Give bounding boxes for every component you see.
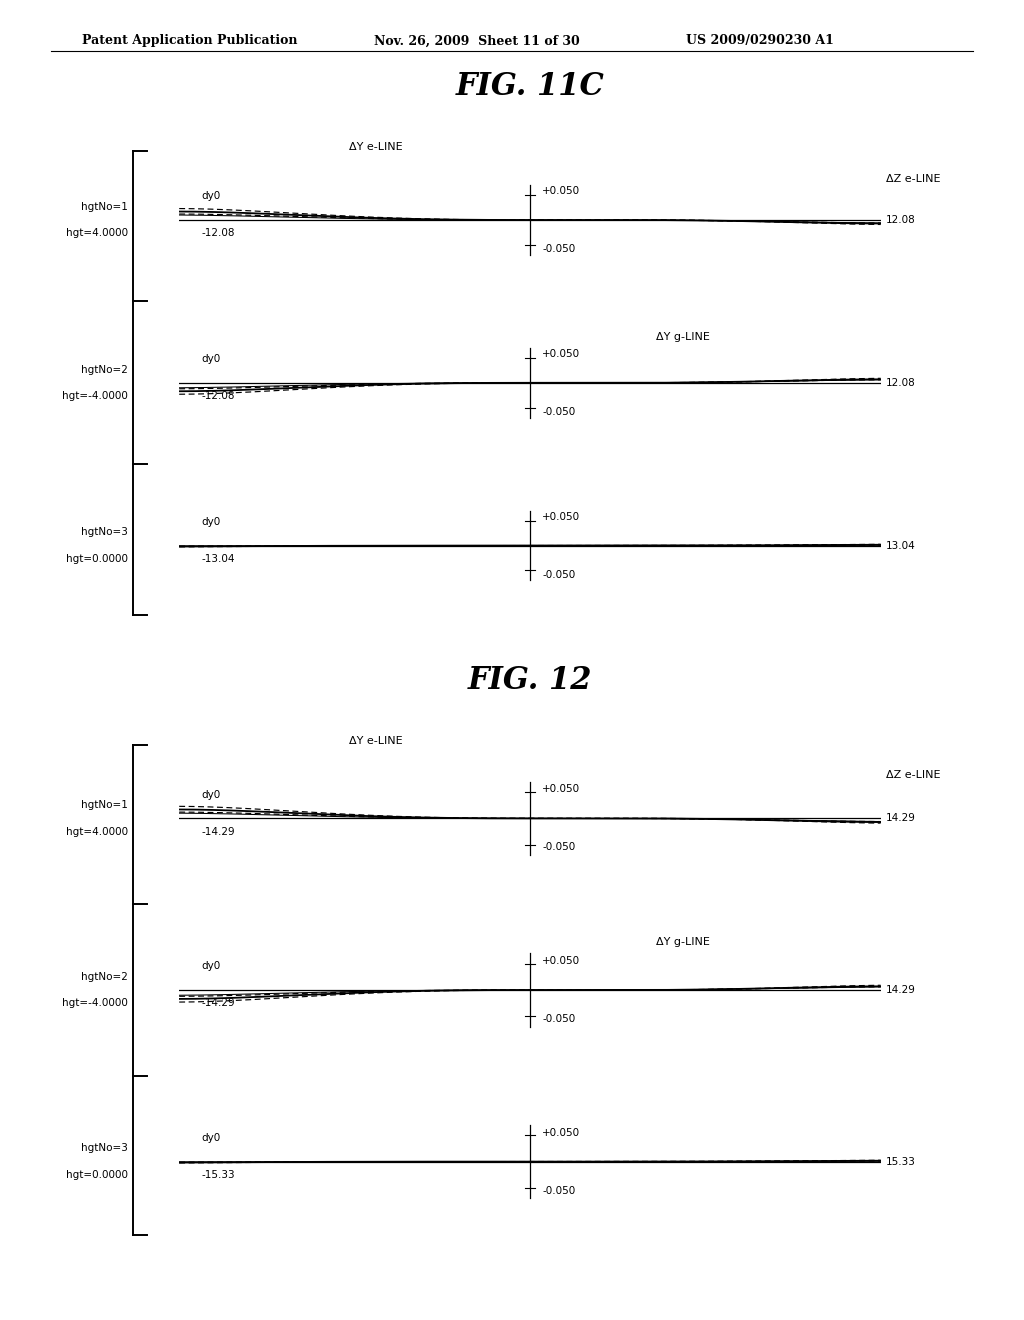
Text: hgt=-4.0000: hgt=-4.0000 bbox=[62, 998, 128, 1008]
Text: hgt=-4.0000: hgt=-4.0000 bbox=[62, 391, 128, 401]
Text: 13.04: 13.04 bbox=[886, 541, 915, 550]
Text: ΔY e-LINE: ΔY e-LINE bbox=[349, 737, 402, 746]
Text: 14.29: 14.29 bbox=[886, 813, 915, 824]
Text: -14.29: -14.29 bbox=[202, 998, 236, 1008]
Text: 15.33: 15.33 bbox=[886, 1156, 915, 1167]
Text: hgt=0.0000: hgt=0.0000 bbox=[66, 554, 128, 564]
Text: ΔY e-LINE: ΔY e-LINE bbox=[349, 141, 402, 152]
Text: 12.08: 12.08 bbox=[886, 378, 915, 388]
Text: +0.050: +0.050 bbox=[543, 186, 581, 195]
Text: +0.050: +0.050 bbox=[543, 784, 581, 795]
Text: -13.04: -13.04 bbox=[202, 554, 236, 564]
Text: -12.08: -12.08 bbox=[202, 228, 236, 238]
Text: FIG. 12: FIG. 12 bbox=[468, 665, 592, 696]
Text: ΔY g-LINE: ΔY g-LINE bbox=[656, 937, 710, 946]
Text: -0.050: -0.050 bbox=[543, 244, 575, 253]
Text: Nov. 26, 2009  Sheet 11 of 30: Nov. 26, 2009 Sheet 11 of 30 bbox=[374, 34, 580, 48]
Text: 12.08: 12.08 bbox=[886, 215, 915, 224]
Text: 14.29: 14.29 bbox=[886, 985, 915, 995]
Text: dy0: dy0 bbox=[202, 1133, 221, 1143]
Text: ΔY g-LINE: ΔY g-LINE bbox=[656, 333, 710, 342]
Text: -15.33: -15.33 bbox=[202, 1170, 236, 1180]
Text: dy0: dy0 bbox=[202, 789, 221, 800]
Text: +0.050: +0.050 bbox=[543, 348, 581, 359]
Text: US 2009/0290230 A1: US 2009/0290230 A1 bbox=[686, 34, 834, 48]
Text: hgt=4.0000: hgt=4.0000 bbox=[66, 228, 128, 238]
Text: +0.050: +0.050 bbox=[543, 512, 581, 521]
Text: Patent Application Publication: Patent Application Publication bbox=[82, 34, 297, 48]
Text: -0.050: -0.050 bbox=[543, 842, 575, 853]
Text: dy0: dy0 bbox=[202, 354, 221, 364]
Text: dy0: dy0 bbox=[202, 191, 221, 201]
Text: ΔZ e-LINE: ΔZ e-LINE bbox=[886, 771, 940, 780]
Text: hgt=0.0000: hgt=0.0000 bbox=[66, 1170, 128, 1180]
Text: -12.08: -12.08 bbox=[202, 391, 236, 401]
Text: +0.050: +0.050 bbox=[543, 956, 581, 966]
Text: hgtNo=2: hgtNo=2 bbox=[81, 364, 128, 375]
Text: ΔZ e-LINE: ΔZ e-LINE bbox=[886, 174, 940, 185]
Text: hgtNo=3: hgtNo=3 bbox=[81, 528, 128, 537]
Text: FIG. 11C: FIG. 11C bbox=[456, 71, 604, 102]
Text: hgtNo=2: hgtNo=2 bbox=[81, 972, 128, 982]
Text: +0.050: +0.050 bbox=[543, 1127, 581, 1138]
Text: hgtNo=1: hgtNo=1 bbox=[81, 800, 128, 810]
Text: -0.050: -0.050 bbox=[543, 1185, 575, 1196]
Text: -0.050: -0.050 bbox=[543, 1014, 575, 1024]
Text: hgtNo=1: hgtNo=1 bbox=[81, 202, 128, 211]
Text: -0.050: -0.050 bbox=[543, 407, 575, 417]
Text: dy0: dy0 bbox=[202, 517, 221, 527]
Text: -0.050: -0.050 bbox=[543, 570, 575, 579]
Text: -14.29: -14.29 bbox=[202, 826, 236, 837]
Text: hgtNo=3: hgtNo=3 bbox=[81, 1143, 128, 1154]
Text: hgt=4.0000: hgt=4.0000 bbox=[66, 826, 128, 837]
Text: dy0: dy0 bbox=[202, 961, 221, 972]
